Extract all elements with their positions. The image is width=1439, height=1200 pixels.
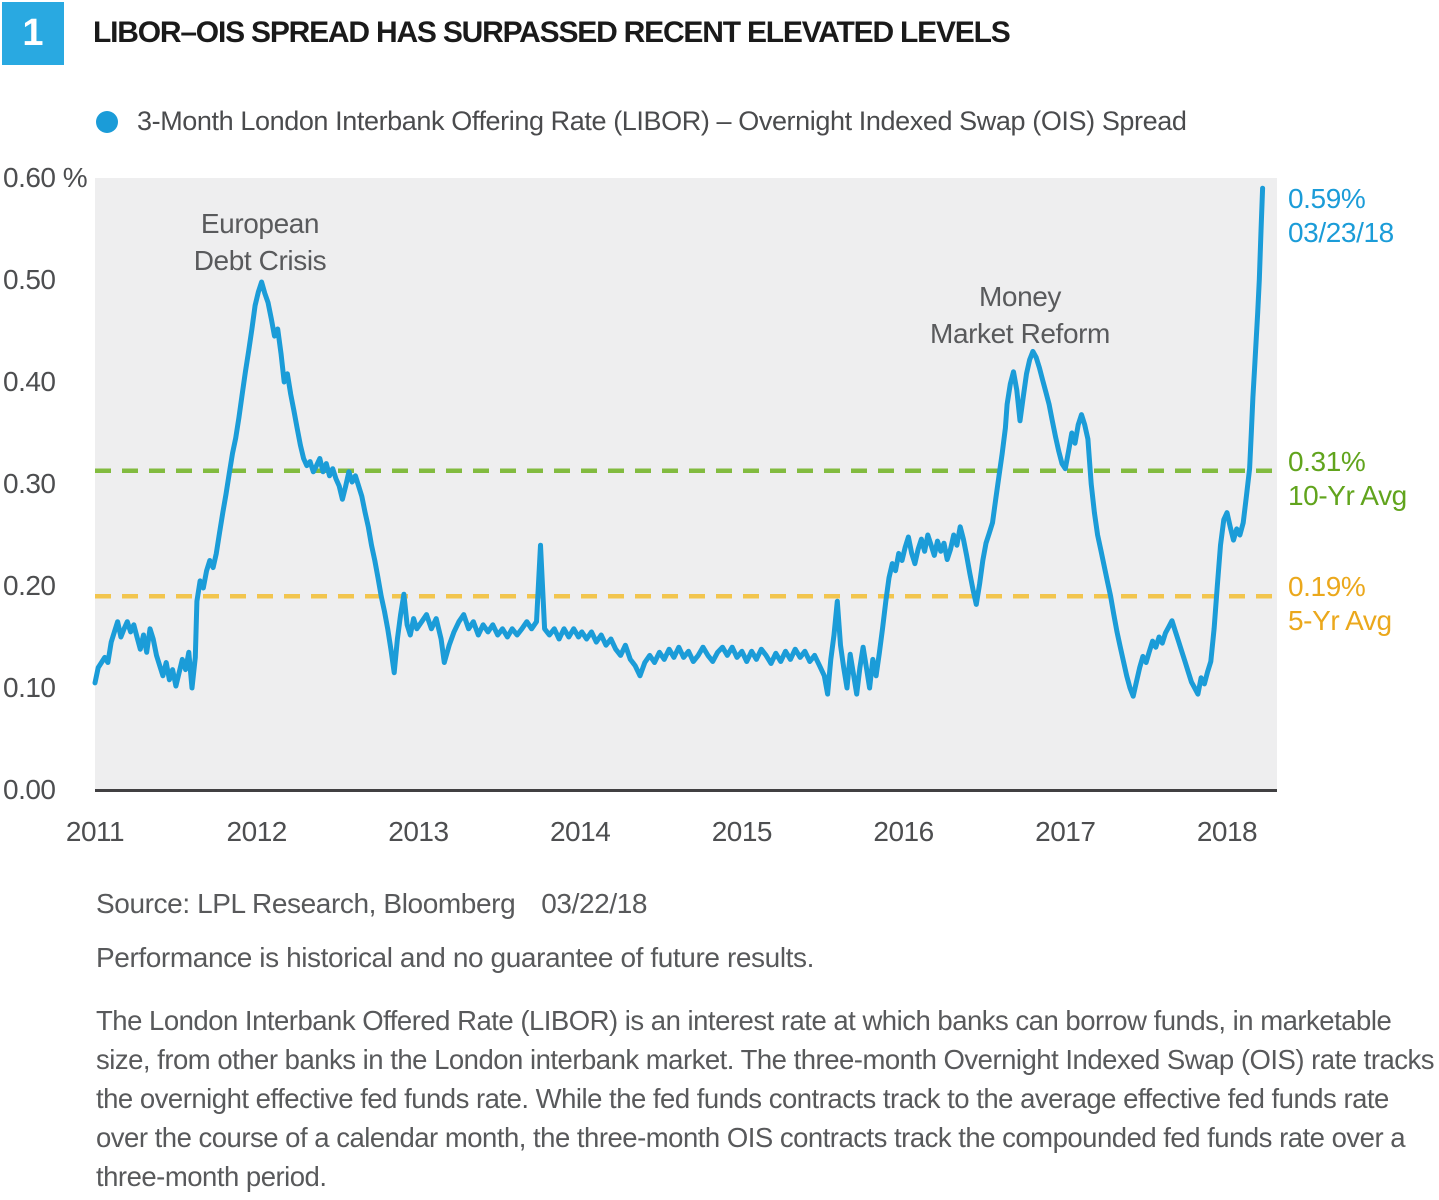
peak-date: 03/23/18 — [1288, 217, 1394, 248]
avg-name: 10-Yr Avg — [1288, 479, 1407, 511]
series-dot-icon — [96, 110, 118, 133]
source-text: Source: LPL Research, Bloomberg — [96, 888, 516, 919]
libor-ois-spread-chart — [92, 185, 1277, 792]
source-date: 03/22/18 — [541, 888, 648, 919]
x-axis-tick: 2013 — [388, 816, 449, 847]
annotation-text: Debt Crisis — [193, 245, 327, 276]
plot-area — [95, 178, 1277, 790]
series-line — [92, 185, 1266, 699]
y-axis-tick: 0.30 — [3, 468, 56, 499]
y-axis-tick: 0.50 — [3, 264, 56, 295]
definition-paragraph: The London Interbank Offered Rate (LIBOR… — [96, 1005, 1435, 1192]
x-axis-tick: 2016 — [873, 816, 934, 847]
y-axis-tick: 0.60 % — [3, 162, 88, 193]
disclaimer: Performance is historical and no guarant… — [96, 942, 814, 973]
figure-number-badge: 1 — [2, 2, 64, 65]
annotation-text: Market Reform — [930, 318, 1110, 349]
x-axis-tick: 2012 — [226, 816, 288, 847]
annotation-european-debt-crisis: European Debt Crisis — [140, 205, 380, 279]
avg-value: 0.31% — [1288, 445, 1366, 477]
page-title: LIBOR–OIS SPREAD HAS SURPASSED RECENT EL… — [93, 16, 1011, 49]
y-axis-tick: 0.10 — [3, 672, 56, 703]
annotation-money-market-reform: Money Market Reform — [880, 278, 1160, 352]
x-axis-tick: 2011 — [65, 816, 125, 847]
avg-name: 5-Yr Avg — [1288, 605, 1392, 637]
y-axis-tick: 0.00 — [3, 774, 56, 805]
ten-year-avg-callout: 0.31% 10-Yr Avg — [1288, 445, 1407, 513]
figure-number: 1 — [22, 12, 44, 54]
x-axis-tick: 2015 — [711, 816, 773, 847]
peak-value: 0.59% — [1288, 183, 1366, 214]
avg-value: 0.19% — [1288, 571, 1366, 603]
x-axis-tick: 2017 — [1035, 816, 1096, 847]
annotation-text: Money — [978, 281, 1062, 312]
legend: 3-Month London Interbank Offering Rate (… — [96, 106, 1187, 137]
peak-callout: 0.59% 03/23/18 — [1288, 182, 1394, 250]
y-axis-tick: 0.20 — [3, 570, 56, 601]
y-axis-tick: 0.40 — [3, 366, 56, 397]
annotation-text: European — [200, 208, 320, 239]
x-axis-tick: 2018 — [1196, 816, 1258, 847]
source-line: Source: LPL Research, Bloomberg 03/22/18 — [96, 888, 647, 920]
legend-label: 3-Month London Interbank Offering Rate (… — [137, 106, 1187, 136]
five-year-avg-callout: 0.19% 5-Yr Avg — [1288, 570, 1392, 638]
x-axis-tick: 2014 — [549, 816, 611, 847]
